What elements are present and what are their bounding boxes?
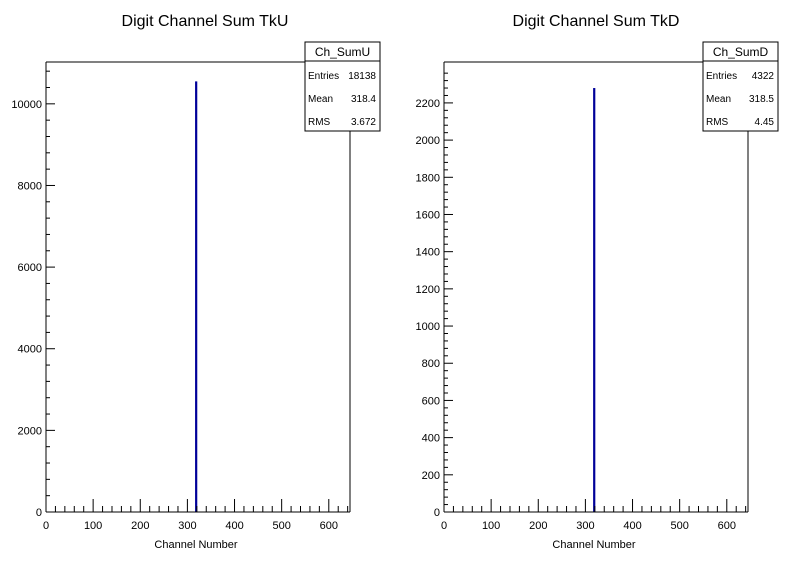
y-tick-label: 8000 [18, 180, 42, 192]
y-tick-label: 1600 [416, 209, 440, 221]
stats-label-entries: Entries [308, 71, 339, 82]
histogram-pad-1: Digit Channel Sum TkD 0 100 200 300 400 500 600… [416, 13, 779, 551]
chart-title: Digit Channel Sum TkU [122, 13, 289, 30]
y-tick-label: 2000 [416, 135, 440, 147]
stats-box: Ch_SumD Entries 4322 Mean 318.5 RMS 4.45 [702, 41, 779, 132]
x-tick-label: 500 [272, 520, 290, 532]
x-tick-label: 100 [84, 520, 102, 532]
stats-box-name: Ch_SumD [713, 45, 769, 59]
histogram-bar-0 [195, 81, 198, 512]
y-tick-label: 800 [422, 358, 440, 370]
y-tick-label: 200 [422, 470, 440, 482]
stats-value-rms: 4.45 [755, 117, 775, 128]
x-tick-label: 300 [576, 520, 594, 532]
stats-box: Ch_SumU Entries 18138 Mean 318.4 RMS 3.672 [304, 41, 381, 132]
y-tick-label: 2200 [416, 98, 440, 110]
x-tick-label: 300 [178, 520, 196, 532]
stats-label-mean: Mean [706, 94, 731, 105]
stats-value-rms: 3.672 [351, 117, 376, 128]
y-tick-label: 10000 [11, 99, 42, 111]
chart-title: Digit Channel Sum TkD [513, 13, 680, 30]
y-tick-label: 600 [422, 395, 440, 407]
stats-value-entries: 18138 [348, 71, 376, 82]
stats-label-rms: RMS [308, 117, 331, 128]
x-tick-label: 600 [320, 520, 338, 532]
y-tick-label: 2000 [18, 425, 42, 437]
y-tick-label: 1400 [416, 247, 440, 259]
x-tick-label: 0 [43, 520, 49, 532]
y-tick-label: 4000 [18, 344, 42, 356]
x-tick-label: 200 [131, 520, 149, 532]
stats-label-mean: Mean [308, 94, 333, 105]
y-tick-label: 1200 [416, 284, 440, 296]
stats-value-entries: 4322 [752, 71, 775, 82]
stats-box-frame [304, 41, 381, 132]
y-tick-label: 1800 [416, 172, 440, 184]
x-axis-title: Channel Number [552, 539, 635, 551]
x-tick-label: 500 [670, 520, 688, 532]
stats-label-entries: Entries [706, 71, 737, 82]
stats-label-rms: RMS [706, 117, 729, 128]
stats-value-mean: 318.5 [749, 94, 774, 105]
histogram-pad-0: Digit Channel Sum TkU 0 100 200 300 400 500 600… [11, 13, 381, 551]
histogram-bar-0 [593, 88, 596, 513]
stats-value-mean: 318.4 [351, 94, 376, 105]
x-tick-label: 600 [718, 520, 736, 532]
stats-box-name: Ch_SumU [315, 45, 370, 59]
x-tick-label: 0 [441, 520, 447, 532]
x-tick-label: 400 [225, 520, 243, 532]
y-tick-label: 0 [434, 507, 440, 519]
y-tick-label: 400 [422, 433, 440, 445]
y-tick-label: 0 [36, 507, 42, 519]
x-tick-label: 400 [623, 520, 641, 532]
x-axis-title: Channel Number [154, 539, 237, 551]
x-tick-label: 100 [482, 520, 500, 532]
y-tick-label: 1000 [416, 321, 440, 333]
stats-box-frame [702, 41, 779, 132]
y-tick-label: 6000 [18, 262, 42, 274]
x-tick-label: 200 [529, 520, 547, 532]
